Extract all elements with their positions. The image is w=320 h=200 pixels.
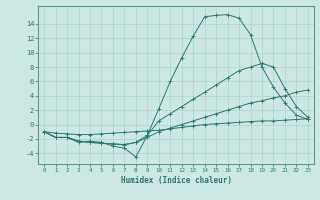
X-axis label: Humidex (Indice chaleur): Humidex (Indice chaleur): [121, 176, 231, 185]
